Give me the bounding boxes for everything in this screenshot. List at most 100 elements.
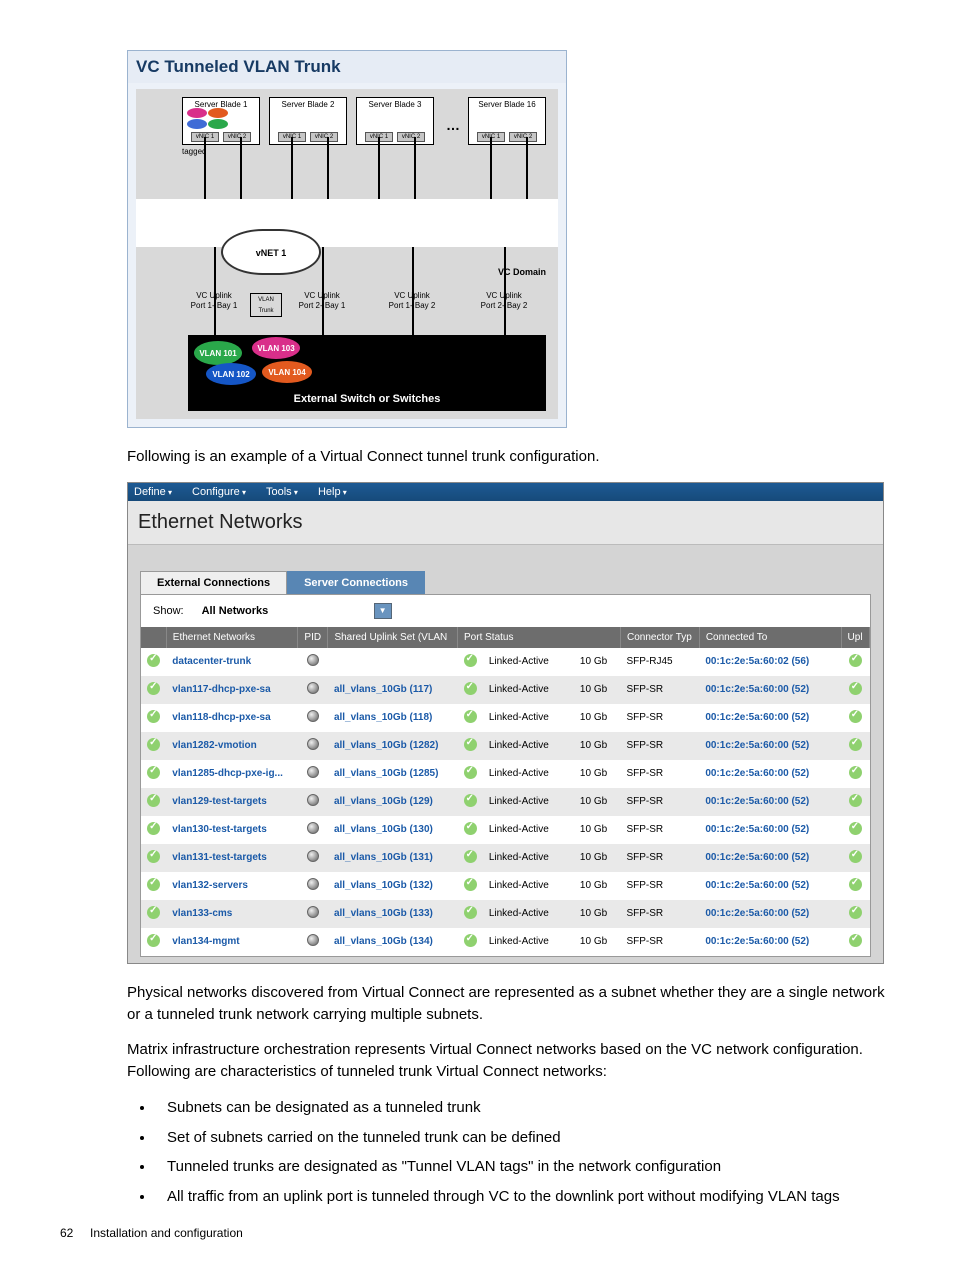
- connected-to-link[interactable]: 00:1c:2e:5a:60:00 (52): [705, 768, 809, 779]
- connector-type: SFP-SR: [620, 760, 699, 788]
- tabs-row: External Connections Server Connections: [140, 571, 871, 594]
- sus-link[interactable]: all_vlans_10Gb (129): [334, 796, 433, 807]
- vlan-cloud: VLAN 103: [252, 337, 300, 359]
- menu-tools[interactable]: Tools: [266, 486, 298, 498]
- filter-row: Show: All Networks ▼: [141, 595, 870, 627]
- table-row: vlan133-cms all_vlans_10Gb (133) Linked-Ac…: [141, 900, 870, 928]
- ok-icon: [147, 738, 160, 751]
- ok-icon: [464, 654, 477, 667]
- network-link[interactable]: vlan1282-vmotion: [172, 740, 256, 751]
- port-speed: 10 Gb: [574, 900, 621, 928]
- page-title: Ethernet Networks: [138, 511, 873, 534]
- pid-icon: [307, 906, 319, 918]
- connector-type: SFP-SR: [620, 928, 699, 956]
- network-link[interactable]: vlan131-test-targets: [172, 852, 266, 863]
- sus-link[interactable]: all_vlans_10Gb (1285): [334, 768, 439, 779]
- pid-icon: [307, 654, 319, 666]
- list-item: Set of subnets carried on the tunneled t…: [155, 1127, 895, 1149]
- sus-link[interactable]: all_vlans_10Gb (131): [334, 852, 433, 863]
- network-link[interactable]: datacenter-trunk: [172, 656, 251, 667]
- tab-server[interactable]: Server Connections: [287, 571, 425, 594]
- tab-external[interactable]: External Connections: [140, 571, 287, 594]
- connected-to-link[interactable]: 00:1c:2e:5a:60:00 (52): [705, 824, 809, 835]
- ok-icon: [464, 906, 477, 919]
- vlan-cloud: VLAN 104: [262, 361, 312, 383]
- port-status: Linked-Active: [483, 676, 574, 704]
- menu-help[interactable]: Help: [318, 486, 347, 498]
- connector-type: SFP-SR: [620, 844, 699, 872]
- network-link[interactable]: vlan132-servers: [172, 880, 248, 891]
- connected-to-link[interactable]: 00:1c:2e:5a:60:00 (52): [705, 936, 809, 947]
- server-blade: Server Blade 16vNIC 1vNIC 2: [468, 97, 546, 145]
- connected-to-link[interactable]: 00:1c:2e:5a:60:00 (52): [705, 684, 809, 695]
- page-footer: 62 Installation and configuration: [60, 1226, 894, 1240]
- vlan-cloud: VLAN 102: [206, 363, 256, 385]
- port-status: Linked-Active: [483, 844, 574, 872]
- network-link[interactable]: vlan130-test-targets: [172, 824, 266, 835]
- sus-link[interactable]: all_vlans_10Gb (132): [334, 880, 433, 891]
- th-sus: Shared Uplink Set (VLAN: [328, 627, 458, 648]
- ok-icon: [849, 710, 862, 723]
- connected-to-link[interactable]: 00:1c:2e:5a:60:00 (52): [705, 740, 809, 751]
- menu-configure[interactable]: Configure: [192, 486, 246, 498]
- port-status: Linked-Active: [483, 928, 574, 956]
- ok-icon: [849, 766, 862, 779]
- ok-icon: [464, 682, 477, 695]
- sus-link[interactable]: all_vlans_10Gb (117): [334, 684, 432, 695]
- connector-type: SFP-SR: [620, 900, 699, 928]
- section-title: Installation and configuration: [90, 1226, 243, 1240]
- menu-define[interactable]: Define: [134, 486, 172, 498]
- network-link[interactable]: vlan129-test-targets: [172, 796, 266, 807]
- server-blade: Server Blade 3vNIC 1vNIC 2: [356, 97, 434, 145]
- vlan-cloud: VLAN 101: [194, 341, 242, 365]
- connected-to-link[interactable]: 00:1c:2e:5a:60:02 (56): [705, 656, 809, 667]
- list-item: Tunneled trunks are designated as "Tunne…: [155, 1156, 895, 1178]
- ok-icon: [849, 738, 862, 751]
- diagram-body: Server Blade 1vNIC 1vNIC 2Server Blade 2…: [136, 89, 558, 419]
- sus-link[interactable]: all_vlans_10Gb (133): [334, 908, 433, 919]
- ok-icon: [849, 794, 862, 807]
- table-row: datacenter-trunkLinked-Active10 GbSFP-RJ…: [141, 648, 870, 676]
- network-link[interactable]: vlan133-cms: [172, 908, 232, 919]
- connected-to-link[interactable]: 00:1c:2e:5a:60:00 (52): [705, 880, 809, 891]
- panel: Show: All Networks ▼ Ethernet NetworksPI…: [140, 594, 871, 957]
- connector-type: SFP-RJ45: [620, 648, 699, 676]
- table-row: vlan132-serversall_vlans_10Gb (132)Linke…: [141, 872, 870, 900]
- sus-link[interactable]: all_vlans_10Gb (118): [334, 712, 432, 723]
- network-link[interactable]: vlan134-mgmt: [172, 936, 239, 947]
- pid-icon: [307, 850, 319, 862]
- server-blade: Server Blade 2vNIC 1vNIC 2: [269, 97, 347, 145]
- vnet-cloud: vNET 1: [221, 229, 321, 275]
- network-link[interactable]: vlan118-dhcp-pxe-sa: [172, 712, 270, 723]
- connected-to-link[interactable]: 00:1c:2e:5a:60:00 (52): [705, 908, 809, 919]
- app-header: Ethernet Networks: [128, 501, 883, 545]
- ellipsis: …: [446, 117, 460, 133]
- connector-type: SFP-SR: [620, 788, 699, 816]
- chevron-down-icon[interactable]: ▼: [374, 603, 392, 619]
- vc-manager-screenshot: Define Configure Tools Help Ethernet Networ…: [127, 482, 884, 964]
- switch-label: External Switch or Switches: [188, 393, 546, 405]
- sus-link[interactable]: all_vlans_10Gb (1282): [334, 740, 439, 751]
- sus-link[interactable]: all_vlans_10Gb (130): [334, 824, 433, 835]
- connected-to-link[interactable]: 00:1c:2e:5a:60:00 (52): [705, 852, 809, 863]
- connector-type: SFP-SR: [620, 732, 699, 760]
- show-value: All Networks: [202, 605, 269, 617]
- white-band: [136, 199, 558, 247]
- port-status: Linked-Active: [483, 704, 574, 732]
- connector-type: SFP-SR: [620, 872, 699, 900]
- port-status: Linked-Active: [483, 900, 574, 928]
- ok-icon: [147, 710, 160, 723]
- sus-link[interactable]: all_vlans_10Gb (134): [334, 936, 433, 947]
- ok-icon: [849, 878, 862, 891]
- network-link[interactable]: vlan1285-dhcp-pxe-ig...: [172, 768, 283, 779]
- ok-icon: [464, 794, 477, 807]
- network-link[interactable]: vlan117-dhcp-pxe-sa: [172, 684, 270, 695]
- port-speed: 10 Gb: [574, 704, 621, 732]
- pid-icon: [307, 682, 319, 694]
- connected-to-link[interactable]: 00:1c:2e:5a:60:00 (52): [705, 712, 809, 723]
- ok-icon: [464, 850, 477, 863]
- page-number: 62: [60, 1226, 73, 1240]
- show-select[interactable]: All Networks ▼: [202, 603, 392, 619]
- table-row: vlan130-test-targets all_vlans_10Gb (130)…: [141, 816, 870, 844]
- connected-to-link[interactable]: 00:1c:2e:5a:60:00 (52): [705, 796, 809, 807]
